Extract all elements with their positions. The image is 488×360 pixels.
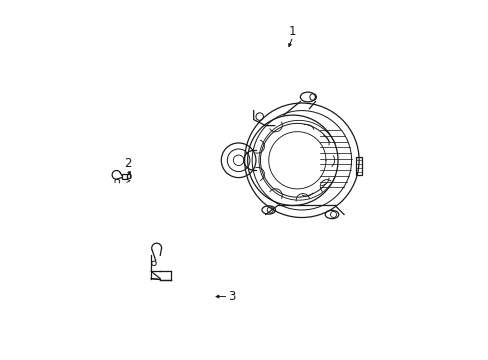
Text: 1: 1 bbox=[288, 25, 296, 38]
Bar bbox=[127, 175, 130, 179]
Bar bbox=[355, 157, 362, 175]
Bar bbox=[122, 174, 127, 179]
Text: 3: 3 bbox=[228, 290, 235, 303]
Text: 2: 2 bbox=[124, 157, 131, 170]
